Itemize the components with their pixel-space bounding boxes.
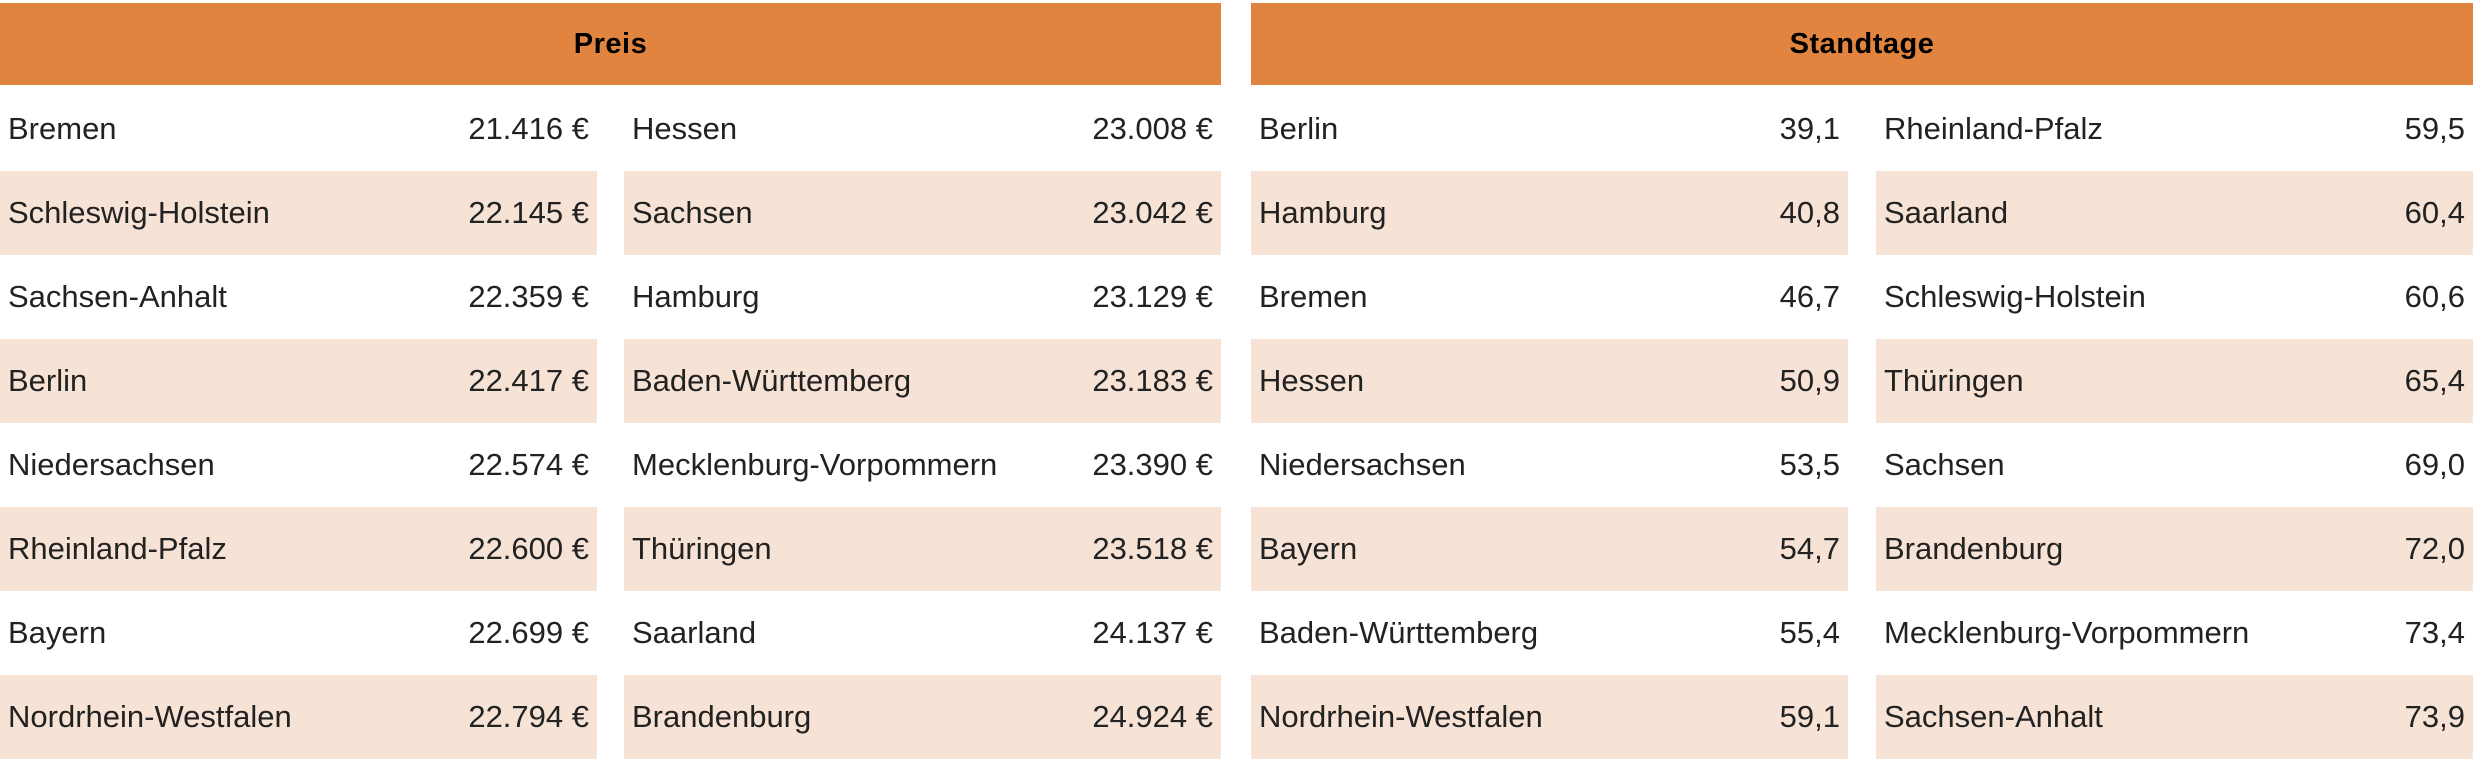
value: 23.518 € — [1092, 531, 1213, 566]
value: 65,4 — [2404, 363, 2465, 398]
state-name: Brandenburg — [1884, 531, 2064, 566]
value: 24.137 € — [1092, 615, 1213, 650]
state-name: Mecklenburg-Vorpommern — [1884, 615, 2250, 650]
state-name: Saarland — [632, 615, 757, 650]
state-name: Nordrhein-Westfalen — [1259, 699, 1543, 734]
table-row: Niedersachsen 53,5 — [1251, 423, 1848, 507]
table-row: Thüringen 65,4 — [1876, 339, 2473, 423]
state-name: Sachsen-Anhalt — [1884, 699, 2103, 734]
table-row: Sachsen 23.042 € — [624, 171, 1221, 255]
value: 69,0 — [2404, 447, 2465, 482]
value: 22.699 € — [468, 615, 589, 650]
state-name: Rheinland-Pfalz — [8, 531, 227, 566]
value: 72,0 — [2404, 531, 2465, 566]
table-row: Hamburg 23.129 € — [624, 255, 1221, 339]
table-row: Hamburg 40,8 — [1251, 171, 1848, 255]
value: 22.145 € — [468, 195, 589, 230]
state-name: Hessen — [1259, 363, 1365, 398]
value: 55,4 — [1779, 615, 1840, 650]
state-name: Sachsen — [632, 195, 753, 230]
state-name: Bremen — [1259, 279, 1368, 314]
value: 59,1 — [1779, 699, 1840, 734]
table-row: Baden-Württemberg 55,4 — [1251, 591, 1848, 675]
table-row: Baden-Württemberg 23.183 € — [624, 339, 1221, 423]
table-row: Rheinland-Pfalz 22.600 € — [0, 507, 597, 591]
state-name: Bayern — [1259, 531, 1358, 566]
table-row: Sachsen-Anhalt 73,9 — [1876, 675, 2473, 759]
value: 60,6 — [2404, 279, 2465, 314]
state-name: Nordrhein-Westfalen — [8, 699, 292, 734]
table-row: Hessen 23.008 € — [624, 87, 1221, 171]
value: 23.183 € — [1092, 363, 1213, 398]
table-row: Bayern 22.699 € — [0, 591, 597, 675]
state-name: Bayern — [8, 615, 107, 650]
value: 46,7 — [1779, 279, 1840, 314]
state-name: Thüringen — [1884, 363, 2024, 398]
state-name: Baden-Württemberg — [632, 363, 912, 398]
table-row: Sachsen 69,0 — [1876, 423, 2473, 507]
state-name: Hessen — [632, 111, 738, 146]
table-row: Mecklenburg-Vorpommern 23.390 € — [624, 423, 1221, 507]
state-name: Berlin — [1259, 111, 1339, 146]
state-name: Niedersachsen — [1259, 447, 1466, 482]
table-row: Mecklenburg-Vorpommern 73,4 — [1876, 591, 2473, 675]
table-row: Bayern 54,7 — [1251, 507, 1848, 591]
table-row: Bremen 46,7 — [1251, 255, 1848, 339]
state-name: Berlin — [8, 363, 88, 398]
table-row: Nordrhein-Westfalen 22.794 € — [0, 675, 597, 759]
table-header: Preis — [0, 3, 1221, 85]
state-name: Rheinland-Pfalz — [1884, 111, 2103, 146]
state-name: Hamburg — [1259, 195, 1387, 230]
value: 40,8 — [1779, 195, 1840, 230]
value: 22.417 € — [468, 363, 589, 398]
value: 23.042 € — [1092, 195, 1213, 230]
value: 59,5 — [2404, 111, 2465, 146]
table-row: Berlin 22.417 € — [0, 339, 597, 423]
state-name: Hamburg — [632, 279, 760, 314]
table-row: Brandenburg 24.924 € — [624, 675, 1221, 759]
value: 54,7 — [1779, 531, 1840, 566]
value: 22.794 € — [468, 699, 589, 734]
table-row: Schleswig-Holstein 22.145 € — [0, 171, 597, 255]
state-name: Bremen — [8, 111, 117, 146]
value: 23.129 € — [1092, 279, 1213, 314]
table-row: Nordrhein-Westfalen 59,1 — [1251, 675, 1848, 759]
state-name: Saarland — [1884, 195, 2009, 230]
state-name: Sachsen-Anhalt — [8, 279, 227, 314]
state-name: Baden-Württemberg — [1259, 615, 1539, 650]
value: 21.416 € — [468, 111, 589, 146]
table-row: Saarland 24.137 € — [624, 591, 1221, 675]
state-name: Schleswig-Holstein — [8, 195, 270, 230]
table-row: Saarland 60,4 — [1876, 171, 2473, 255]
value: 23.008 € — [1092, 111, 1213, 146]
table-row: Sachsen-Anhalt 22.359 € — [0, 255, 597, 339]
table-row: Niedersachsen 22.574 € — [0, 423, 597, 507]
value: 24.924 € — [1092, 699, 1213, 734]
table-row: Brandenburg 72,0 — [1876, 507, 2473, 591]
state-name: Sachsen — [1884, 447, 2005, 482]
value: 53,5 — [1779, 447, 1840, 482]
table-row: Berlin 39,1 — [1251, 87, 1848, 171]
state-name: Schleswig-Holstein — [1884, 279, 2146, 314]
state-name: Brandenburg — [632, 699, 812, 734]
table-header: Standtage — [1251, 3, 2473, 85]
value: 73,9 — [2404, 699, 2465, 734]
value: 23.390 € — [1092, 447, 1213, 482]
value: 22.600 € — [468, 531, 589, 566]
table-row: Hessen 50,9 — [1251, 339, 1848, 423]
table-row: Rheinland-Pfalz 59,5 — [1876, 87, 2473, 171]
state-name: Thüringen — [632, 531, 772, 566]
state-name: Mecklenburg-Vorpommern — [632, 447, 998, 482]
value: 22.359 € — [468, 279, 589, 314]
value: 50,9 — [1779, 363, 1840, 398]
table-row: Bremen 21.416 € — [0, 87, 597, 171]
value: 73,4 — [2404, 615, 2465, 650]
state-name: Niedersachsen — [8, 447, 215, 482]
table-row: Thüringen 23.518 € — [624, 507, 1221, 591]
value: 39,1 — [1779, 111, 1840, 146]
table-row: Schleswig-Holstein 60,6 — [1876, 255, 2473, 339]
value: 22.574 € — [468, 447, 589, 482]
value: 60,4 — [2404, 195, 2465, 230]
